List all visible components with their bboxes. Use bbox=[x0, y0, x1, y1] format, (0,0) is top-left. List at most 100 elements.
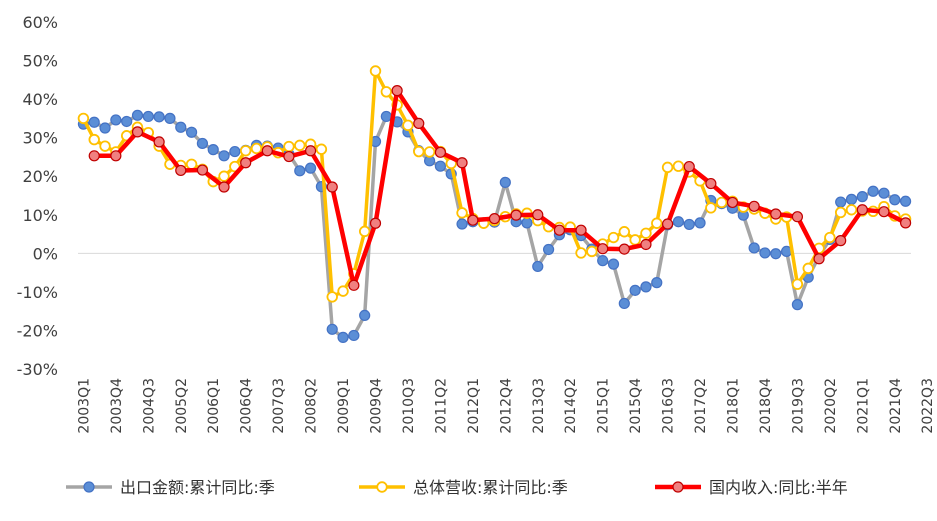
series-1 bbox=[77, 65, 912, 303]
data-point bbox=[283, 150, 295, 163]
x-tick-label: 2005Q2 bbox=[174, 378, 190, 434]
data-point bbox=[326, 291, 338, 303]
data-point bbox=[467, 214, 479, 226]
legend-label: 国内收入:同比:半年 bbox=[709, 478, 848, 497]
data-point bbox=[229, 145, 241, 158]
data-point bbox=[748, 242, 760, 254]
x-tick-label: 2010Q3 bbox=[401, 378, 417, 434]
data-point bbox=[845, 204, 858, 216]
data-point bbox=[337, 285, 349, 297]
x-tick-label: 2009Q1 bbox=[336, 378, 352, 434]
data-point bbox=[575, 247, 587, 259]
data-point bbox=[456, 207, 468, 219]
data-point bbox=[791, 299, 804, 311]
data-point bbox=[618, 226, 631, 238]
x-tick-label: 2014Q2 bbox=[563, 378, 579, 434]
data-point bbox=[326, 181, 338, 193]
legend-label: 出口金额:累计同比:季 bbox=[120, 478, 275, 497]
data-point bbox=[348, 329, 360, 342]
data-point bbox=[250, 142, 263, 155]
data-point bbox=[532, 260, 544, 273]
x-tick-label: 2006Q4 bbox=[239, 378, 255, 434]
x-tick-label: 2020Q2 bbox=[823, 378, 839, 434]
data-point bbox=[110, 114, 122, 126]
data-point bbox=[521, 217, 533, 229]
data-point bbox=[110, 150, 122, 162]
data-point bbox=[791, 278, 804, 290]
data-point bbox=[705, 177, 717, 190]
data-point bbox=[867, 185, 879, 197]
data-point bbox=[651, 217, 663, 229]
data-point bbox=[294, 139, 306, 152]
data-point bbox=[88, 133, 100, 146]
data-point bbox=[218, 150, 230, 162]
data-point bbox=[283, 140, 295, 153]
data-point bbox=[380, 110, 392, 123]
x-tick-label: 2007Q3 bbox=[271, 378, 287, 434]
y-tick-label: 20% bbox=[22, 167, 58, 186]
data-point bbox=[358, 225, 371, 238]
x-tick-label: 2012Q4 bbox=[498, 378, 514, 434]
y-axis: -30% -20% -10% 0% 10% 20% 30% 40% 50% 60% bbox=[17, 13, 58, 379]
data-point bbox=[672, 216, 685, 228]
data-point bbox=[824, 231, 836, 244]
data-point bbox=[304, 145, 317, 157]
data-point bbox=[434, 160, 447, 172]
data-point bbox=[304, 162, 317, 174]
data-point bbox=[434, 146, 447, 158]
y-tick-label: -10% bbox=[17, 283, 58, 302]
data-point bbox=[878, 206, 890, 218]
data-point bbox=[899, 217, 912, 229]
data-point bbox=[294, 165, 306, 177]
data-point bbox=[153, 111, 165, 123]
y-tick-label: 0% bbox=[33, 244, 58, 263]
data-point bbox=[683, 218, 695, 231]
data-point bbox=[899, 195, 912, 207]
data-point bbox=[661, 161, 674, 174]
x-tick-label: 2004Q3 bbox=[141, 378, 157, 434]
data-point bbox=[607, 258, 620, 270]
data-point bbox=[835, 235, 847, 247]
data-point bbox=[88, 150, 100, 162]
data-point bbox=[575, 224, 587, 236]
data-point bbox=[326, 323, 338, 335]
data-point bbox=[423, 146, 436, 158]
data-point bbox=[640, 238, 652, 251]
x-tick-label: 2009Q4 bbox=[369, 378, 385, 434]
x-tick-label: 2003Q1 bbox=[76, 378, 92, 434]
data-point bbox=[856, 191, 868, 203]
data-point bbox=[402, 119, 414, 132]
x-tick-label: 2016Q3 bbox=[661, 378, 677, 434]
data-point bbox=[369, 65, 382, 77]
data-point bbox=[597, 243, 609, 255]
data-point bbox=[131, 109, 144, 121]
data-point bbox=[748, 200, 760, 212]
data-point bbox=[99, 140, 111, 152]
legend-item-2: 国内收入:同比:半年 bbox=[655, 478, 848, 497]
data-point bbox=[239, 145, 252, 157]
data-point bbox=[218, 181, 230, 193]
data-point bbox=[856, 204, 868, 216]
data-point bbox=[629, 284, 641, 296]
y-tick-label: 40% bbox=[22, 90, 58, 109]
data-point bbox=[153, 136, 165, 148]
data-point bbox=[164, 112, 176, 124]
data-point bbox=[359, 309, 371, 322]
x-tick-label: 2013Q3 bbox=[531, 378, 547, 434]
data-point bbox=[791, 211, 804, 223]
data-point bbox=[629, 234, 641, 246]
data-point bbox=[121, 115, 133, 128]
data-point bbox=[88, 116, 100, 128]
x-tick-label: 2011Q2 bbox=[433, 378, 449, 434]
data-point bbox=[715, 196, 728, 209]
data-point bbox=[99, 122, 111, 134]
data-point bbox=[185, 126, 198, 138]
data-point bbox=[510, 209, 522, 221]
data-point bbox=[878, 187, 890, 199]
data-point bbox=[185, 158, 198, 170]
legend-label: 总体营收:累计同比:季 bbox=[413, 478, 568, 497]
data-point bbox=[207, 144, 219, 156]
data-point bbox=[759, 247, 771, 259]
